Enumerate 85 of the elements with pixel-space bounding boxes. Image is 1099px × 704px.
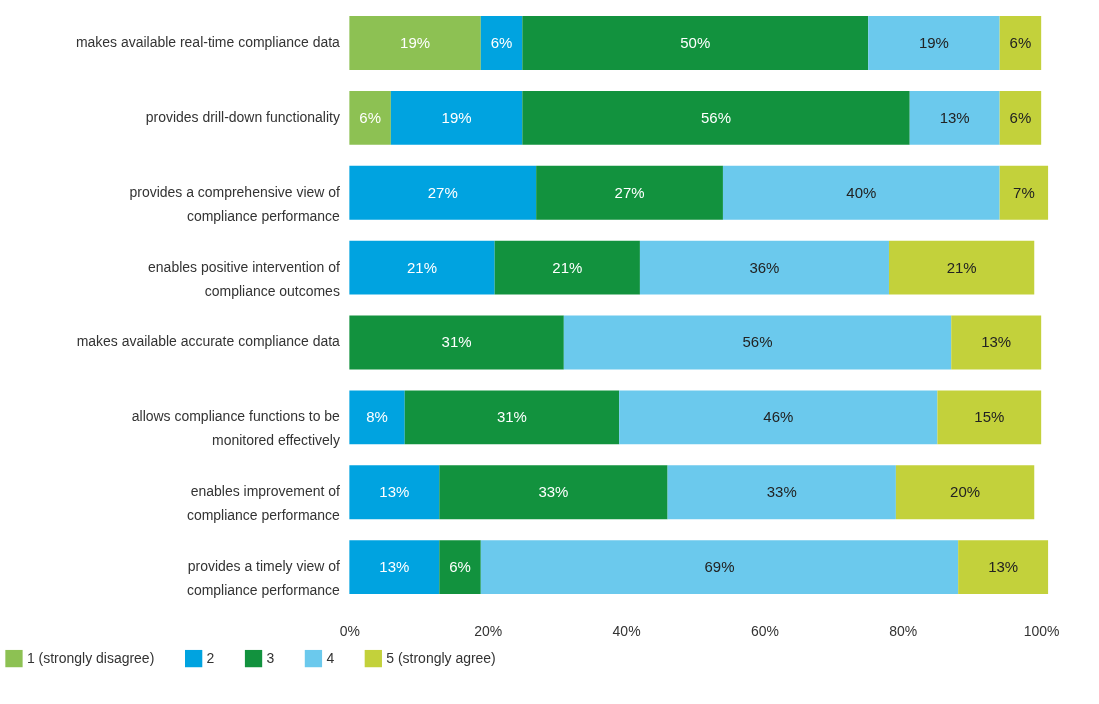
data-label: 33% bbox=[538, 483, 569, 501]
data-label: 46% bbox=[763, 408, 794, 426]
data-label: 15% bbox=[974, 408, 1005, 426]
data-label: 69% bbox=[704, 558, 735, 576]
bar bbox=[349, 540, 440, 595]
data-label: 31% bbox=[441, 333, 472, 351]
data-label: 21% bbox=[946, 258, 977, 276]
bar bbox=[404, 390, 620, 445]
bar bbox=[349, 315, 564, 370]
data-label: 40% bbox=[846, 183, 877, 201]
bar bbox=[937, 390, 1042, 445]
y-tick-label: provides a comprehensive view of compliance performance bbox=[129, 183, 341, 224]
bar bbox=[439, 540, 481, 595]
data-label: 7% bbox=[1013, 183, 1035, 201]
data-label: 19% bbox=[918, 34, 949, 52]
bar bbox=[349, 90, 391, 145]
bar bbox=[639, 240, 889, 295]
data-label: 13% bbox=[379, 483, 410, 501]
legend-label: 1 (strongly disagree) bbox=[26, 649, 155, 666]
data-label: 8% bbox=[366, 408, 388, 426]
data-label: 13% bbox=[939, 108, 970, 126]
x-tick-label: 0% bbox=[339, 622, 360, 639]
data-label: 56% bbox=[701, 108, 732, 126]
bar bbox=[536, 165, 723, 220]
data-label: 6% bbox=[1009, 108, 1032, 126]
data-label: 36% bbox=[749, 258, 780, 276]
data-label: 27% bbox=[427, 183, 458, 201]
data-label: 13% bbox=[988, 558, 1019, 576]
bar bbox=[494, 240, 640, 295]
data-label: 6% bbox=[1009, 34, 1032, 52]
data-label: 21% bbox=[552, 258, 583, 276]
bar bbox=[999, 16, 1042, 70]
data-label: 6% bbox=[359, 108, 381, 126]
data-label: 27% bbox=[614, 183, 645, 201]
bar bbox=[349, 240, 495, 295]
data-label: 20% bbox=[950, 483, 981, 501]
legend-label: 3 bbox=[266, 649, 275, 666]
bar bbox=[480, 540, 959, 595]
data-label: 50% bbox=[680, 34, 711, 52]
data-label: 56% bbox=[742, 333, 773, 351]
bar bbox=[563, 315, 952, 370]
y-tick-label: enables positive intervention of compliance outcomes bbox=[148, 258, 340, 299]
bar bbox=[909, 90, 1000, 145]
x-tick-label: 60% bbox=[750, 622, 779, 639]
bar bbox=[888, 240, 1035, 295]
data-label: 6% bbox=[490, 34, 513, 52]
bar bbox=[390, 90, 523, 145]
bar bbox=[619, 390, 938, 445]
x-tick-label: 40% bbox=[612, 622, 641, 639]
data-label: 13% bbox=[379, 558, 410, 576]
bar bbox=[480, 16, 523, 70]
legend-label: 2 bbox=[206, 649, 215, 666]
bar bbox=[667, 465, 896, 520]
bar bbox=[522, 90, 910, 145]
x-tick-label: 80% bbox=[889, 622, 918, 639]
bar bbox=[349, 390, 405, 445]
data-label: 33% bbox=[766, 483, 797, 501]
y-tick-label: allows compliance functions to be monitored effectively bbox=[131, 408, 341, 449]
data-label: 19% bbox=[400, 34, 431, 52]
data-label: 19% bbox=[441, 108, 472, 126]
bar bbox=[958, 540, 1049, 595]
y-tick-label: provides a timely view of compliance performance bbox=[186, 558, 341, 599]
data-label: 21% bbox=[407, 258, 437, 276]
y-tick-label: makes available accurate compliance data bbox=[76, 333, 341, 350]
x-tick-label: 20% bbox=[474, 622, 503, 639]
bar bbox=[522, 16, 869, 70]
bar bbox=[722, 165, 1000, 220]
bar bbox=[951, 315, 1042, 370]
x-tick-label: 100% bbox=[1023, 622, 1060, 639]
bar bbox=[439, 465, 668, 520]
bar bbox=[999, 165, 1049, 220]
bar bbox=[999, 90, 1042, 145]
legend-label: 4 bbox=[326, 649, 335, 666]
bar bbox=[349, 16, 481, 70]
data-label: 13% bbox=[981, 333, 1012, 351]
bar bbox=[868, 16, 1000, 70]
legend-label: 5 (strongly agree) bbox=[386, 649, 496, 666]
bar bbox=[349, 165, 537, 220]
bar bbox=[895, 465, 1035, 520]
data-label: 31% bbox=[496, 408, 527, 426]
y-tick-label: makes available real-time compliance data bbox=[75, 34, 341, 51]
y-tick-label: enables improvement of compliance performance bbox=[186, 483, 341, 524]
y-tick-label: provides drill-down functionality bbox=[145, 108, 340, 125]
bar bbox=[349, 465, 440, 520]
data-label: 6% bbox=[449, 558, 471, 576]
